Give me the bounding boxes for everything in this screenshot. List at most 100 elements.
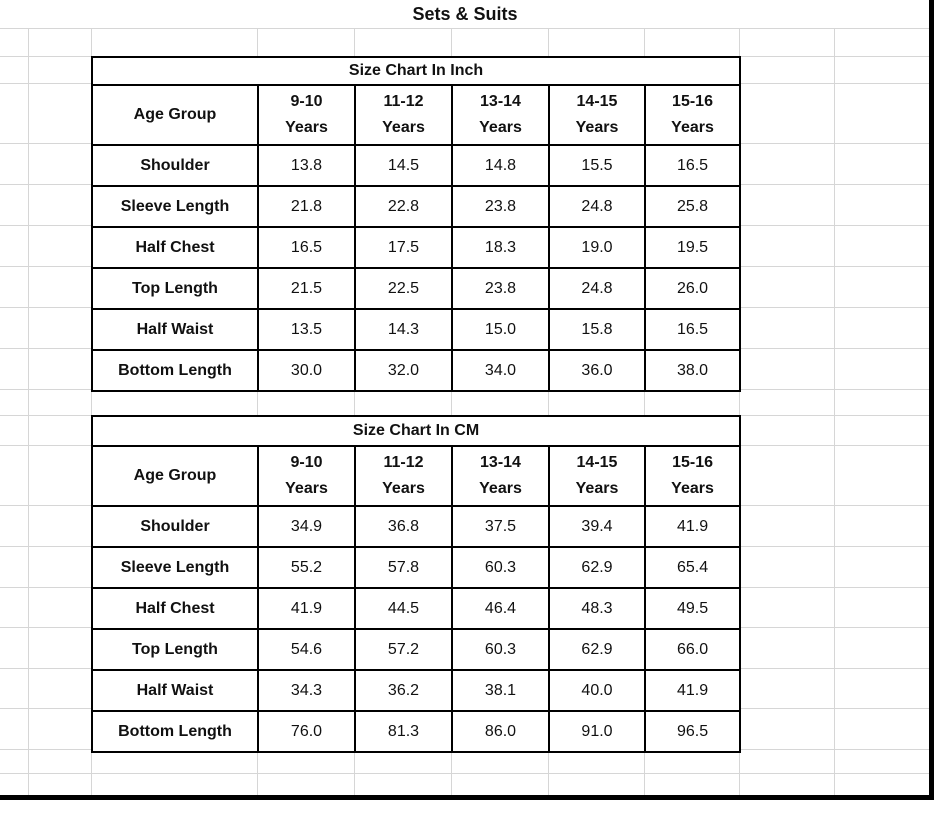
value-cell[interactable]: 15.5	[548, 144, 646, 187]
value-cell[interactable]: 91.0	[548, 710, 646, 753]
value-cell[interactable]: 36.8	[354, 505, 453, 548]
value-cell[interactable]: 41.9	[643, 505, 742, 548]
value-cell[interactable]: 41.9	[643, 669, 742, 712]
sheet-title-cell[interactable]: Sets & Suits	[412, 4, 518, 24]
value-cell[interactable]: 13.8	[257, 144, 356, 187]
table-row: Bottom Length 76.0 81.3 86.0 91.0 96.5	[91, 710, 742, 753]
col-header-cell[interactable]: 13-14 Years	[451, 84, 550, 146]
value-cell[interactable]: 19.5	[643, 226, 742, 269]
table-row: Half Waist 13.5 14.3 15.0 15.8 16.5	[91, 308, 742, 351]
value-cell[interactable]: 36.0	[548, 349, 646, 392]
table-title-cell[interactable]: Size Chart In CM	[90, 415, 742, 447]
row-label-cell[interactable]: Sleeve Length	[91, 185, 259, 228]
col-header-cell[interactable]: 15-16 Years	[643, 84, 742, 146]
row-label-cell[interactable]: Top Length	[91, 628, 259, 671]
value-cell[interactable]: 21.8	[257, 185, 356, 228]
table-row: Half Waist 34.3 36.2 38.1 40.0 41.9	[91, 669, 742, 712]
page-break-horizontal-line	[0, 795, 934, 800]
row-label-cell[interactable]: Shoulder	[91, 144, 259, 187]
value-cell[interactable]: 62.9	[548, 546, 646, 589]
row-label-cell[interactable]: Half Chest	[91, 226, 259, 269]
value-cell[interactable]: 16.5	[257, 226, 356, 269]
row-label-cell[interactable]: Top Length	[91, 267, 259, 310]
value-cell[interactable]: 54.6	[257, 628, 356, 671]
table-title-cell[interactable]: Size Chart In Inch	[90, 56, 742, 86]
value-cell[interactable]: 81.3	[354, 710, 453, 753]
col-header-cell[interactable]: 9-10 Years	[257, 84, 356, 146]
value-cell[interactable]: 48.3	[548, 587, 646, 630]
value-cell[interactable]: 55.2	[257, 546, 356, 589]
value-cell[interactable]: 38.1	[451, 669, 550, 712]
value-cell[interactable]: 44.5	[354, 587, 453, 630]
value-cell[interactable]: 22.5	[354, 267, 453, 310]
value-cell[interactable]: 13.5	[257, 308, 356, 351]
value-cell[interactable]: 14.8	[451, 144, 550, 187]
value-cell[interactable]: 30.0	[257, 349, 356, 392]
value-cell[interactable]: 32.0	[354, 349, 453, 392]
page-break-vertical-line	[929, 0, 934, 800]
value-cell[interactable]: 76.0	[257, 710, 356, 753]
table-row: Shoulder 13.8 14.5 14.8 15.5 16.5	[91, 144, 742, 187]
value-cell[interactable]: 26.0	[643, 267, 742, 310]
value-cell[interactable]: 15.0	[451, 308, 550, 351]
value-cell[interactable]: 34.3	[257, 669, 356, 712]
row-label-cell[interactable]: Bottom Length	[91, 349, 259, 392]
value-cell[interactable]: 38.0	[643, 349, 742, 392]
value-cell[interactable]: 66.0	[643, 628, 742, 671]
table-row: Bottom Length 30.0 32.0 34.0 36.0 38.0	[91, 349, 742, 392]
col-header-cell[interactable]: 11-12 Years	[354, 445, 453, 507]
value-cell[interactable]: 96.5	[643, 710, 742, 753]
value-cell[interactable]: 34.9	[257, 505, 356, 548]
value-cell[interactable]: 39.4	[548, 505, 646, 548]
table-row: Shoulder 34.9 36.8 37.5 39.4 41.9	[91, 505, 742, 548]
table-row: Sleeve Length 21.8 22.8 23.8 24.8 25.8	[91, 185, 742, 228]
col-header-cell[interactable]: 15-16 Years	[643, 445, 742, 507]
value-cell[interactable]: 23.8	[451, 185, 550, 228]
value-cell[interactable]: 34.0	[451, 349, 550, 392]
value-cell[interactable]: 65.4	[643, 546, 742, 589]
col-header-cell[interactable]: 13-14 Years	[451, 445, 550, 507]
value-cell[interactable]: 15.8	[548, 308, 646, 351]
row-label-cell[interactable]: Shoulder	[91, 505, 259, 548]
age-group-header-cell[interactable]: Age Group	[91, 84, 259, 146]
value-cell[interactable]: 21.5	[257, 267, 356, 310]
value-cell[interactable]: 37.5	[451, 505, 550, 548]
value-cell[interactable]: 14.3	[354, 308, 453, 351]
table-row: Sleeve Length 55.2 57.8 60.3 62.9 65.4	[91, 546, 742, 589]
value-cell[interactable]: 57.8	[354, 546, 453, 589]
value-cell[interactable]: 40.0	[548, 669, 646, 712]
value-cell[interactable]: 86.0	[451, 710, 550, 753]
col-header-cell[interactable]: 14-15 Years	[548, 445, 646, 507]
value-cell[interactable]: 22.8	[354, 185, 453, 228]
value-cell[interactable]: 49.5	[643, 587, 742, 630]
value-cell[interactable]: 62.9	[548, 628, 646, 671]
table-row: Half Chest 41.9 44.5 46.4 48.3 49.5	[91, 587, 742, 630]
value-cell[interactable]: 14.5	[354, 144, 453, 187]
table-row: Top Length 54.6 57.2 60.3 62.9 66.0	[91, 628, 742, 671]
value-cell[interactable]: 57.2	[354, 628, 453, 671]
value-cell[interactable]: 23.8	[451, 267, 550, 310]
value-cell[interactable]: 16.5	[643, 144, 742, 187]
col-header-cell[interactable]: 9-10 Years	[257, 445, 356, 507]
row-label-cell[interactable]: Sleeve Length	[91, 546, 259, 589]
value-cell[interactable]: 24.8	[548, 185, 646, 228]
value-cell[interactable]: 46.4	[451, 587, 550, 630]
value-cell[interactable]: 36.2	[354, 669, 453, 712]
value-cell[interactable]: 19.0	[548, 226, 646, 269]
value-cell[interactable]: 17.5	[354, 226, 453, 269]
row-label-cell[interactable]: Half Waist	[91, 308, 259, 351]
row-label-cell[interactable]: Bottom Length	[91, 710, 259, 753]
value-cell[interactable]: 41.9	[257, 587, 356, 630]
value-cell[interactable]: 60.3	[451, 628, 550, 671]
value-cell[interactable]: 60.3	[451, 546, 550, 589]
value-cell[interactable]: 16.5	[643, 308, 742, 351]
value-cell[interactable]: 18.3	[451, 226, 550, 269]
value-cell[interactable]: 25.8	[643, 185, 742, 228]
col-header-cell[interactable]: 11-12 Years	[354, 84, 453, 146]
value-cell[interactable]: 24.8	[548, 267, 646, 310]
row-label-cell[interactable]: Half Chest	[91, 587, 259, 630]
col-header-cell[interactable]: 14-15 Years	[548, 84, 646, 146]
row-label-cell[interactable]: Half Waist	[91, 669, 259, 712]
age-group-header-cell[interactable]: Age Group	[91, 445, 259, 507]
